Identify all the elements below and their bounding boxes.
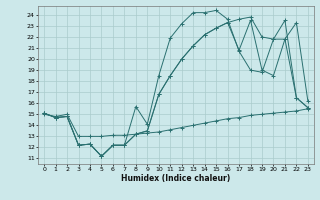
X-axis label: Humidex (Indice chaleur): Humidex (Indice chaleur) <box>121 174 231 183</box>
